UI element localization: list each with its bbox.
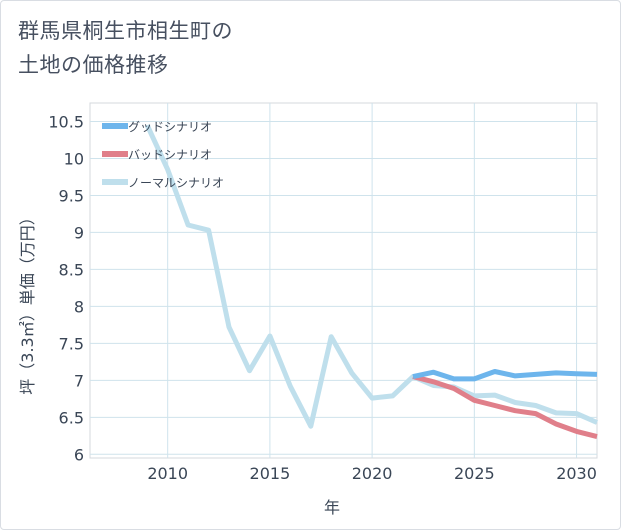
y-tick-label: 6.5 [59,408,84,427]
y-tick-label: 7 [74,371,84,390]
y-axis-ticks: 6 6.5 7 7.5 8 8.5 9 9.5 10 10.5 [48,112,84,464]
y-tick-label: 8.5 [59,260,84,279]
y-tick-label: 7.5 [59,334,84,353]
grid-lines [90,103,597,458]
x-tick-label: 2010 [147,464,188,483]
y-axis-title: 坪（3.3㎡）単価（万円） [18,209,37,394]
series-line-normal [144,124,598,429]
chart-title-line-2: 土地の価格推移 [18,53,169,77]
series-line-bad [412,374,598,440]
series-line-good [412,369,598,382]
chart-title: 群馬県桐生市相生町の 土地の価格推移 [18,14,233,82]
series-layer [144,124,598,440]
chart-title-line-1: 群馬県桐生市相生町の [18,19,233,43]
legend-item-normal[interactable]: ノーマルシナリオ [102,176,224,190]
legend-label: バッドシナリオ [128,148,212,162]
y-tick-label: 10 [64,149,84,168]
x-axis-ticks: 2010 2015 2020 2025 2030 [147,464,597,483]
x-axis-title: 年 [324,498,340,517]
y-tick-label: 9.5 [59,186,84,205]
legend-label: グッドシナリオ [128,120,212,134]
y-tick-label: 10.5 [48,112,84,131]
x-tick-label: 2020 [352,464,393,483]
plot-area [89,102,598,459]
y-tick-label: 8 [74,297,84,316]
legend-item-good[interactable]: グッドシナリオ [102,120,212,134]
y-tick-label: 9 [74,223,84,242]
x-tick-label: 2025 [454,464,495,483]
legend-label: ノーマルシナリオ [128,176,224,190]
x-tick-label: 2030 [556,464,597,483]
x-tick-label: 2015 [250,464,291,483]
legend-item-bad[interactable]: バッドシナリオ [102,148,212,162]
y-tick-label: 6 [74,445,84,464]
